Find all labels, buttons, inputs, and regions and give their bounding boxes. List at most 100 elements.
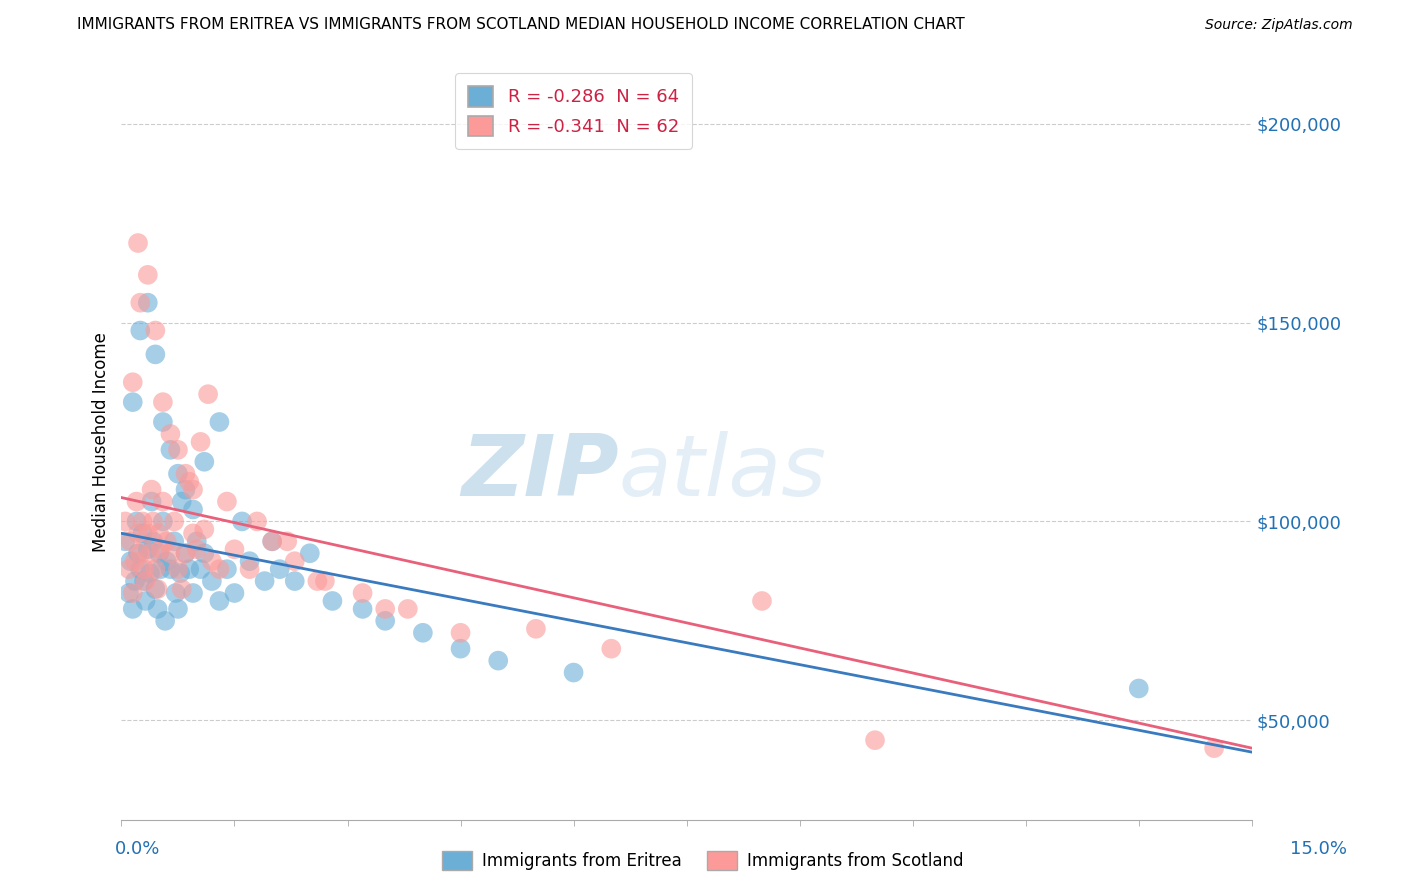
Point (129, 562, 152, 576)
Text: atlas: atlas (619, 431, 827, 514)
Point (215, 562, 238, 576)
Point (139, 566, 162, 581)
Point (136, 526, 159, 541)
Text: ZIP: ZIP (461, 431, 619, 514)
Point (127, 546, 149, 560)
Point (208, 562, 231, 576)
Text: 15.0%: 15.0% (1289, 839, 1347, 857)
Point (141, 483, 163, 497)
Point (156, 554, 179, 568)
Point (139, 546, 162, 560)
Point (450, 625, 472, 640)
Point (121, 586, 143, 600)
Point (118, 586, 141, 600)
Point (114, 515, 136, 529)
Point (129, 324, 152, 338)
Point (193, 546, 215, 560)
Point (352, 586, 374, 600)
Point (135, 574, 157, 588)
Point (125, 494, 148, 508)
Point (159, 442, 181, 457)
Text: 0.0%: 0.0% (115, 839, 160, 857)
Point (135, 594, 157, 608)
Point (121, 376, 143, 390)
Text: IMMIGRANTS FROM ERITREA VS IMMIGRANTS FROM SCOTLAND MEDIAN HOUSEHOLD INCOME CORR: IMMIGRANTS FROM ERITREA VS IMMIGRANTS FR… (77, 18, 965, 32)
Point (374, 602, 396, 616)
Point (148, 526, 170, 541)
Point (524, 622, 547, 636)
Point (321, 594, 343, 608)
Point (159, 562, 181, 576)
Point (127, 235, 149, 250)
Point (159, 546, 181, 560)
Point (215, 494, 238, 508)
Legend: Immigrants from Eritrea, Immigrants from Scotland: Immigrants from Eritrea, Immigrants from… (436, 844, 970, 877)
Point (163, 515, 186, 529)
Point (201, 574, 224, 588)
Point (190, 562, 212, 576)
Point (224, 542, 246, 557)
Point (156, 534, 179, 549)
Point (269, 562, 291, 576)
Point (352, 602, 374, 616)
Point (136, 295, 159, 310)
Point (284, 554, 307, 568)
Point (167, 562, 190, 576)
Point (152, 494, 174, 508)
Point (262, 534, 284, 549)
Point (197, 387, 219, 401)
Point (193, 455, 215, 469)
Point (1204, 741, 1226, 756)
Point (193, 522, 215, 536)
Point (142, 534, 165, 549)
Point (181, 586, 204, 600)
Point (163, 534, 186, 549)
Point (142, 515, 165, 529)
Point (174, 467, 197, 481)
Point (120, 534, 142, 549)
Point (238, 554, 260, 568)
Point (179, 562, 201, 576)
Point (181, 502, 204, 516)
Point (186, 542, 208, 557)
Point (238, 562, 260, 576)
Point (253, 574, 276, 588)
Point (276, 534, 298, 549)
Point (120, 554, 142, 568)
Point (201, 554, 224, 568)
Point (125, 515, 148, 529)
Point (486, 654, 509, 668)
Point (118, 562, 141, 576)
Point (159, 426, 181, 441)
Point (1128, 681, 1150, 696)
Point (124, 554, 146, 568)
Point (174, 546, 197, 560)
Point (129, 295, 152, 310)
Point (374, 614, 396, 628)
Text: Source: ZipAtlas.com: Source: ZipAtlas.com (1205, 19, 1353, 32)
Point (224, 586, 246, 600)
Point (143, 562, 166, 576)
Point (167, 602, 190, 616)
Point (863, 733, 886, 747)
Point (129, 546, 152, 560)
Point (231, 515, 253, 529)
Point (181, 526, 204, 541)
Point (136, 268, 159, 282)
Point (165, 586, 187, 600)
Point (174, 546, 197, 560)
Point (167, 442, 190, 457)
Point (562, 665, 585, 680)
Point (396, 602, 419, 616)
Point (170, 582, 193, 596)
Point (262, 534, 284, 549)
Point (143, 347, 166, 361)
Point (181, 483, 204, 497)
Point (146, 582, 169, 596)
Point (149, 562, 172, 576)
Point (208, 415, 231, 429)
Point (298, 546, 321, 560)
Point (121, 602, 143, 616)
Point (152, 415, 174, 429)
Point (131, 515, 153, 529)
